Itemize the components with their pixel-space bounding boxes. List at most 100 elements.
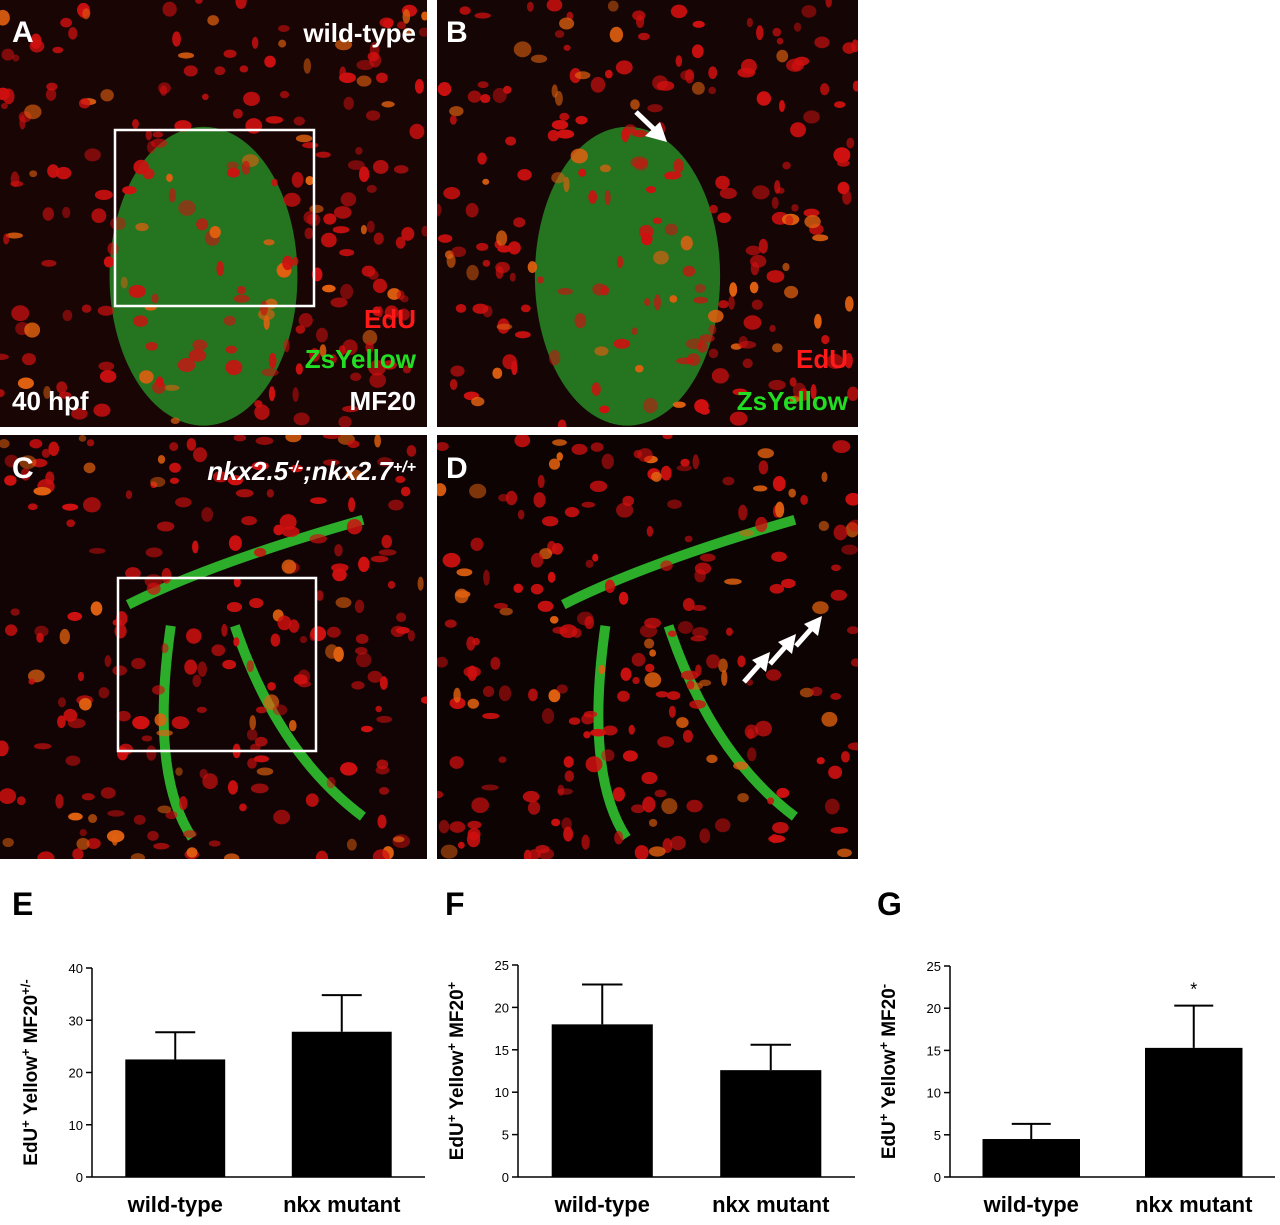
nucleus (526, 1, 534, 12)
nucleus (46, 82, 58, 91)
nucleus (680, 670, 699, 681)
nucleus (766, 669, 782, 681)
nucleus (772, 821, 789, 834)
nucleus (588, 190, 598, 204)
nucleus (11, 305, 30, 322)
nucleus (676, 717, 689, 728)
nucleus (152, 685, 165, 695)
nucleus (165, 810, 178, 820)
nucleus (792, 382, 806, 398)
nucleus (660, 465, 672, 481)
nucleus (686, 680, 695, 690)
nucleus (451, 246, 467, 258)
nucleus (633, 158, 649, 171)
nucleus (277, 615, 292, 631)
nucleus (631, 804, 645, 814)
nucleus (564, 506, 580, 518)
nucleus (188, 349, 207, 362)
nucleus (202, 93, 209, 101)
nucleus (397, 308, 410, 321)
nucleus (724, 578, 742, 585)
nucleus (821, 334, 830, 345)
nucleus (564, 770, 574, 782)
nucleus (338, 416, 352, 427)
nucleus (41, 259, 57, 267)
nucleus (169, 462, 181, 473)
nucleus (214, 66, 226, 76)
nucleus (670, 4, 688, 19)
nucleus (604, 69, 613, 79)
y-tick-label: 10 (69, 1118, 83, 1133)
nucleus (649, 649, 657, 657)
nucleus (467, 820, 482, 829)
nucleus (680, 235, 693, 251)
nucleus (245, 118, 263, 134)
nucleus (818, 520, 830, 531)
nucleus (664, 223, 679, 236)
nucleus (719, 187, 737, 199)
nucleus (22, 353, 36, 366)
nucleus (472, 637, 480, 646)
nucleus (618, 591, 629, 605)
nucleus (747, 747, 757, 762)
nucleus (255, 706, 267, 714)
nucleus (542, 516, 559, 527)
nucleus (68, 812, 83, 821)
nucleus (498, 685, 512, 702)
nucleus (722, 476, 735, 486)
nucleus (192, 540, 199, 554)
x-tick-label: nkx mutant (283, 1192, 401, 1217)
nucleus (377, 814, 387, 829)
nucleus (142, 168, 155, 180)
nucleus (112, 665, 127, 676)
nucleus (183, 830, 197, 838)
nucleus (354, 599, 365, 613)
nucleus (785, 215, 794, 226)
nucleus (169, 477, 180, 484)
nucleus (834, 101, 846, 109)
nucleus (372, 849, 390, 859)
nucleus (699, 679, 712, 687)
nucleus (556, 684, 568, 694)
nucleus (437, 483, 447, 497)
nucleus (321, 232, 337, 248)
nucleus (590, 442, 604, 452)
nucleus (481, 784, 499, 791)
nucleus (62, 503, 79, 511)
nucleus (457, 841, 465, 849)
nucleus (253, 755, 269, 763)
nucleus (310, 497, 327, 505)
stage-label: 40 hpf (12, 386, 89, 416)
nucleus (369, 372, 387, 388)
stain-label: EdU (364, 304, 416, 334)
nucleus (467, 827, 481, 841)
nucleus (666, 691, 681, 700)
genotype-sup: +/+ (393, 459, 416, 476)
nucleus (496, 230, 508, 246)
nucleus (801, 5, 817, 18)
nucleus (323, 459, 340, 466)
y-tick-label: 0 (76, 1170, 83, 1185)
nucleus (369, 52, 382, 68)
nucleus (552, 439, 567, 446)
y-axis-label-text: MF20 (879, 988, 900, 1037)
nucleus (279, 514, 297, 531)
y-tick-label: 20 (927, 1001, 941, 1016)
nucleus (583, 731, 591, 739)
nucleus (268, 352, 277, 369)
nucleus (57, 697, 66, 708)
nucleus (776, 49, 789, 63)
nucleus (559, 17, 575, 30)
nucleus (139, 370, 154, 384)
nucleus (799, 687, 814, 698)
nucleus (60, 17, 72, 28)
nucleus (692, 454, 700, 470)
tissue (534, 126, 721, 426)
nucleus (161, 567, 172, 584)
nucleus (781, 578, 796, 589)
nucleus (264, 55, 276, 68)
nucleus (418, 27, 427, 37)
nucleus (477, 81, 489, 89)
nucleus (682, 597, 695, 611)
nucleus (98, 361, 115, 371)
